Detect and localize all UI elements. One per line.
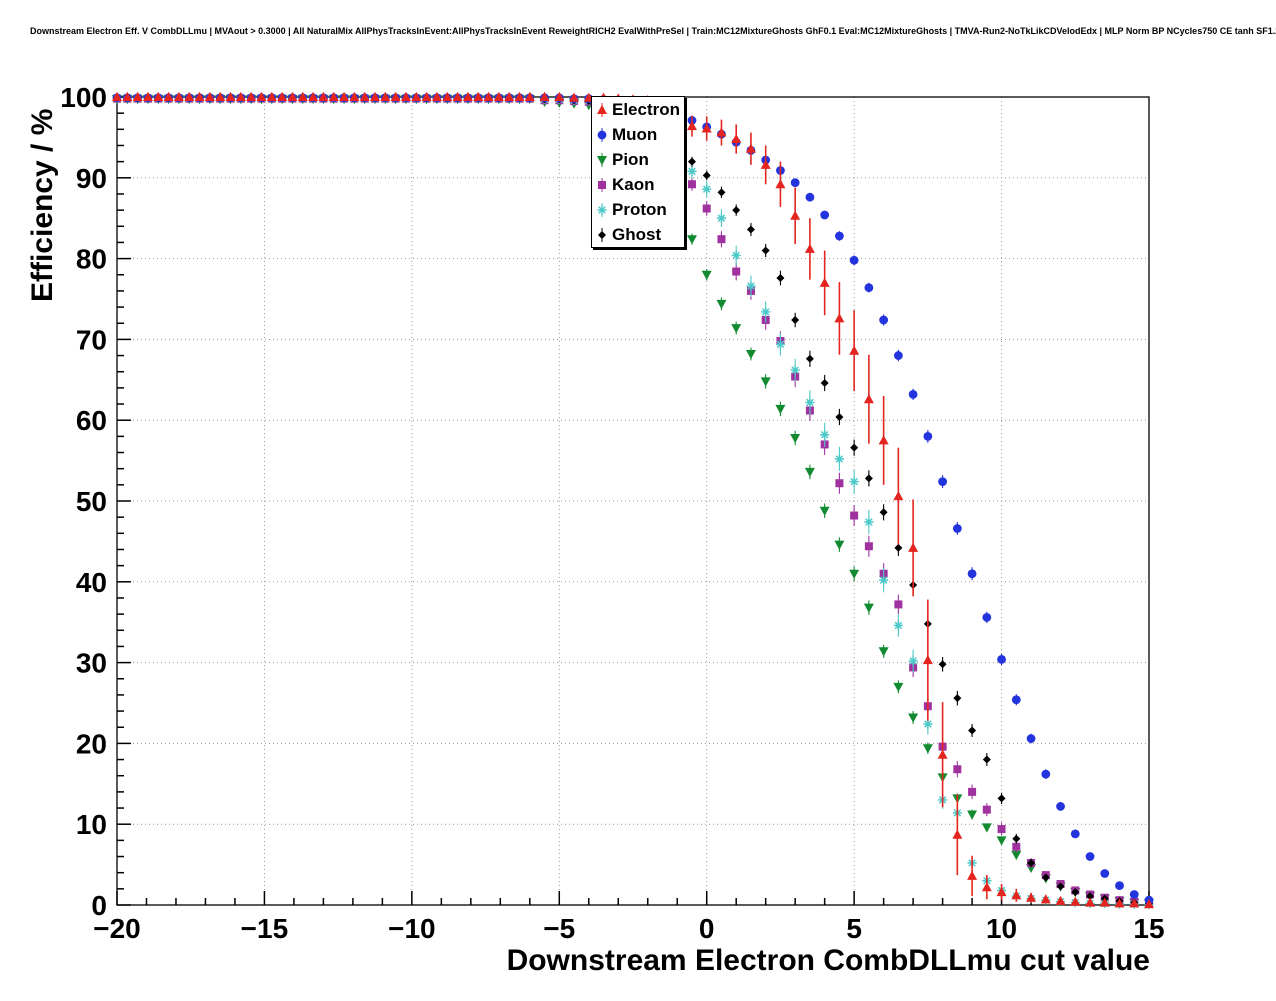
legend-entry-pion: Pion [592,147,684,172]
legend-label-kaon: Kaon [612,175,655,194]
svg-text:0: 0 [699,913,715,944]
legend: Electron Muon Pion Kaon Proton Ghost [591,96,685,248]
svg-text:0: 0 [91,890,107,921]
legend-entry-muon: Muon [592,122,684,147]
svg-text:90: 90 [76,163,107,194]
legend-entry-ghost: Ghost [592,222,684,247]
svg-text:5: 5 [846,913,862,944]
electron-marker-icon [597,102,607,117]
legend-entry-proton: Proton [592,197,684,222]
svg-text:80: 80 [76,244,107,275]
svg-text:40: 40 [76,567,107,598]
svg-text:30: 30 [76,648,107,679]
svg-text:50: 50 [76,486,107,517]
svg-text:60: 60 [76,405,107,436]
svg-text:15: 15 [1133,913,1164,944]
kaon-marker-icon [598,177,606,192]
svg-text:−20: −20 [93,913,141,944]
svg-text:10: 10 [76,809,107,840]
proton-marker-icon [597,202,607,217]
pion-marker-icon [597,152,607,167]
legend-label-muon: Muon [612,125,658,144]
ghost-marker-icon [598,227,606,242]
tick-labels: −20 −15 −10 −5 0 5 10 15 0 10 20 30 40 50 60 70 80 90 100 [60,82,1164,944]
svg-text:−15: −15 [241,913,289,944]
legend-label-pion: Pion [612,150,649,169]
svg-text:−5: −5 [543,913,575,944]
legend-label-electron: Electron [612,100,681,119]
legend-entry-electron: Electron [592,97,684,122]
svg-text:70: 70 [76,324,107,355]
svg-text:10: 10 [986,913,1017,944]
svg-text:−10: −10 [388,913,436,944]
legend-label-proton: Proton [612,200,667,219]
y-axis-title: Efficiency / % [26,108,59,302]
plot-title: Downstream Electron Eff. V CombDLLmu | M… [30,26,1276,36]
svg-text:20: 20 [76,728,107,759]
svg-text:100: 100 [60,82,107,113]
legend-entry-kaon: Kaon [592,172,684,197]
x-axis-title: Downstream Electron CombDLLmu cut value [506,944,1150,977]
muon-marker-icon [597,127,607,142]
legend-label-ghost: Ghost [612,225,662,244]
